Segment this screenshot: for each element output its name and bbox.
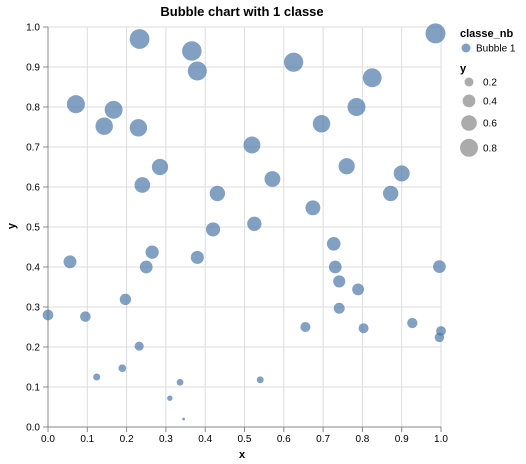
legend-size-symbol — [460, 138, 478, 157]
y-tick-label: 0.9 — [26, 63, 40, 74]
bubble[interactable] — [352, 283, 364, 296]
bubbles — [42, 23, 446, 421]
grid — [47, 26, 442, 428]
legend-size-symbol — [461, 115, 477, 131]
bubble[interactable] — [393, 165, 410, 182]
legend-size-title: y — [460, 63, 467, 75]
bubble[interactable] — [407, 317, 418, 329]
legend-color-entries: Bubble 1 — [461, 43, 516, 55]
x-tick-label: 0.9 — [395, 434, 409, 445]
y-tick-label: 0.1 — [26, 383, 40, 394]
y-tick-label: 1.0 — [26, 23, 40, 34]
legend-color-label: Bubble 1 — [476, 44, 516, 55]
bubble[interactable] — [305, 200, 321, 216]
bubble[interactable] — [139, 260, 153, 274]
bubble[interactable] — [205, 222, 221, 237]
legend-color-title: classe_nb — [460, 28, 513, 40]
legend: classe_nb y Bubble 1 0.2 0.4 0.6 0.8 — [460, 28, 516, 157]
bubble[interactable] — [190, 250, 204, 264]
bubble[interactable] — [134, 341, 144, 351]
bubble[interactable] — [333, 302, 345, 314]
bubble[interactable] — [434, 332, 445, 343]
legend-size-symbol — [464, 77, 474, 87]
bubble[interactable] — [284, 52, 304, 72]
y-tick-label: 0.8 — [26, 103, 40, 114]
bubble[interactable] — [358, 323, 369, 334]
legend-size-label: 0.2 — [483, 78, 497, 89]
bubble[interactable] — [176, 378, 184, 386]
y-tick-label: 0.0 — [26, 423, 40, 434]
bubble[interactable] — [95, 117, 113, 135]
x-tick-label: 0.4 — [198, 434, 212, 445]
bubble[interactable] — [247, 216, 262, 231]
bubble[interactable] — [425, 23, 446, 44]
bubble[interactable] — [129, 29, 150, 49]
y-tick-label: 0.3 — [26, 303, 40, 314]
bubble[interactable] — [300, 321, 311, 333]
bubble[interactable] — [42, 309, 54, 321]
legend-color-symbol — [461, 43, 471, 53]
bubble[interactable] — [167, 395, 173, 401]
bubble[interactable] — [328, 260, 342, 274]
x-tick-label: 0.3 — [159, 434, 173, 445]
bubble[interactable] — [134, 177, 151, 193]
legend-size-entries: 0.2 0.4 0.6 0.8 — [460, 78, 497, 157]
x-tick-label: 0.2 — [120, 434, 134, 445]
legend-size-label: 0.4 — [483, 96, 497, 107]
bubble[interactable] — [80, 311, 91, 322]
bubble[interactable] — [326, 236, 341, 251]
y-axis-title: y — [6, 222, 18, 229]
x-tick-label: 0.6 — [277, 434, 291, 445]
bubble[interactable] — [433, 260, 446, 273]
axes: 0.0 0.1 0.2 0.3 0.4 0.5 0.6 0.7 0.8 0.9 1.0 0.0 0.1 0… — [26, 23, 448, 446]
x-tick-label: 1.0 — [434, 434, 448, 445]
bubble[interactable] — [243, 136, 261, 154]
x-axis-title: x — [239, 449, 246, 461]
y-tick-label: 0.5 — [26, 223, 40, 234]
bubble[interactable] — [93, 373, 101, 381]
bubble[interactable] — [338, 158, 355, 175]
bubble[interactable] — [187, 61, 207, 81]
bubble[interactable] — [347, 98, 366, 116]
chart-title: Bubble chart with 1 classe — [160, 4, 323, 19]
x-tick-label: 0.0 — [41, 434, 55, 445]
bubble[interactable] — [129, 119, 148, 137]
bubble[interactable] — [182, 41, 202, 61]
bubble[interactable] — [118, 364, 127, 373]
bubble[interactable] — [145, 245, 159, 259]
y-tick-label: 0.4 — [26, 263, 40, 274]
bubble[interactable] — [63, 255, 77, 269]
legend-size-symbol — [462, 94, 476, 108]
bubble[interactable] — [256, 376, 264, 384]
bubble[interactable] — [362, 68, 382, 88]
bubble[interactable] — [66, 95, 85, 114]
bubble[interactable] — [264, 171, 281, 187]
x-tick-label: 0.5 — [238, 434, 252, 445]
y-tick-label: 0.2 — [26, 343, 40, 354]
y-tick-label: 0.7 — [26, 143, 40, 154]
bubble[interactable] — [383, 185, 399, 202]
legend-size-label: 0.8 — [483, 143, 497, 154]
x-tick-label: 0.1 — [80, 434, 94, 445]
bubble[interactable] — [182, 417, 186, 421]
x-tick-label: 0.7 — [316, 434, 330, 445]
bubble[interactable] — [312, 115, 331, 133]
bubble[interactable] — [104, 100, 123, 119]
bubble[interactable] — [209, 185, 226, 202]
bubble[interactable] — [333, 275, 346, 288]
x-tick-label: 0.8 — [355, 434, 369, 445]
legend-size-label: 0.6 — [483, 119, 497, 130]
bubble[interactable] — [151, 158, 169, 176]
bubble[interactable] — [119, 293, 132, 306]
y-tick-label: 0.6 — [26, 183, 40, 194]
